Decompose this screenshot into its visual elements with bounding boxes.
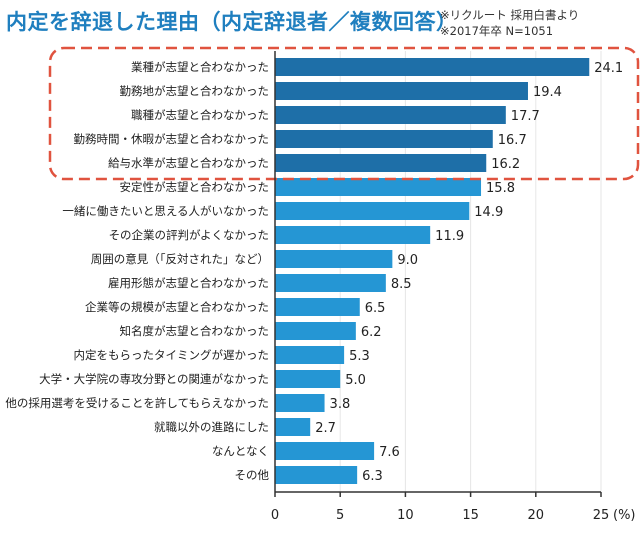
bar [275,346,345,364]
value-label: 15.8 [486,181,515,196]
bar [275,58,590,76]
bar [275,106,506,124]
bar [275,82,528,100]
x-tick-label: 15 [462,508,479,523]
bar [275,178,482,196]
x-tick-label: 10 [397,508,414,523]
value-label: 19.4 [533,85,562,100]
bar [275,202,470,220]
value-label: 6.3 [362,469,383,484]
bar [275,130,493,148]
category-label: 職種が志望と合わなかった [131,108,269,122]
value-label: 16.7 [498,133,527,148]
category-label: 業種が志望と合わなかった [131,60,269,74]
bar [275,394,325,412]
x-tick-label: 0 [271,508,279,523]
category-label: その企業の評判がよくなかった [109,228,269,242]
highlight-box [48,46,640,181]
value-label: 3.8 [330,397,351,412]
value-label: 16.2 [491,157,520,172]
value-label: 9.0 [397,253,418,268]
bar [275,226,431,244]
category-label: 周囲の意見（「反対された」など） [91,252,269,266]
value-label: 6.5 [365,301,386,316]
bar [275,370,341,388]
bar [275,298,360,316]
value-label: 11.9 [435,229,464,244]
bar [275,250,393,268]
category-label: 安定性が志望と合わなかった [120,180,270,194]
category-label: 企業等の規模が志望と合わなかった [85,300,269,314]
category-label: 雇用形態が志望と合わなかった [108,276,269,290]
category-label: 一緒に働きたいと思える人がいなかった [62,204,269,218]
category-label: 他の採用選考を受けることを許してもらえなかった [5,396,269,410]
value-label: 5.3 [349,349,370,364]
category-label: 内定をもらったタイミングが遅かった [74,348,270,362]
x-unit-label: (%) [613,508,636,523]
category-label: 勤務地が志望と合わなかった [120,84,270,98]
value-label: 6.2 [361,325,382,340]
category-label: 大学・大学院の専攻分野との関連がなかった [39,372,269,386]
bar [275,322,356,340]
bar [275,154,487,172]
value-label: 17.7 [511,109,540,124]
bar [275,442,375,460]
bar [275,274,386,292]
x-tick-label: 20 [528,508,545,523]
value-label: 14.9 [474,205,503,220]
category-label: 勤務時間・休暇が志望と合わなかった [74,132,270,146]
value-label: 7.6 [379,445,400,460]
value-label: 5.0 [345,373,366,388]
bar [275,466,358,484]
category-label: その他 [235,468,270,482]
bar [275,418,311,436]
category-label: 知名度が志望と合わなかった [120,324,270,338]
value-label: 24.1 [594,61,623,76]
category-label: なんとなく [212,444,269,458]
source-note: ※リクルート 採用白書より [440,8,580,22]
value-label: 2.7 [315,421,336,436]
x-tick-label: 5 [336,508,344,523]
category-label: 就職以外の進路にした [154,420,269,434]
sample-note: ※2017年卒 N=1051 [440,24,554,38]
x-tick-label: 25 [593,508,610,523]
category-label: 給与水準が志望と合わなかった [108,156,269,170]
chart-title: 内定を辞退した理由（内定辞退者／複数回答） [6,10,458,34]
value-label: 8.5 [391,277,412,292]
